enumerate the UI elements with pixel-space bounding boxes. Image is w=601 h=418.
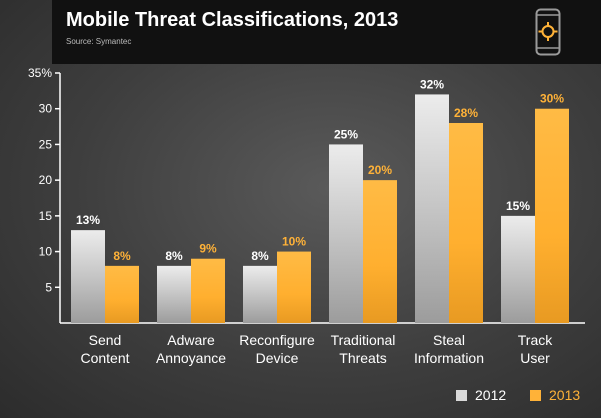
- x-category-label-line: Content: [80, 350, 129, 366]
- bar-2013: [191, 258, 225, 323]
- x-category-label: Traditional Threats: [331, 332, 396, 366]
- x-category-label-line: Traditional: [331, 332, 396, 348]
- x-category-label-line: User: [520, 350, 550, 366]
- x-category-label: Reconfigure Device: [239, 332, 315, 366]
- legend-item-2013: 2013: [530, 387, 580, 403]
- bar-2013: [363, 180, 397, 323]
- bar-value-label-2012: 32%: [420, 77, 444, 91]
- x-category-label: Steal Information: [414, 332, 484, 366]
- bar-2012: [243, 265, 277, 323]
- legend-label-2012: 2012: [475, 387, 507, 403]
- bar-2013: [535, 108, 569, 323]
- bar-value-label-2013: 10%: [282, 235, 306, 249]
- bar-value-label-2013: 8%: [113, 249, 131, 263]
- chart-title: Mobile Threat Classifications, 2013: [66, 9, 399, 31]
- x-category-label-line: Track: [518, 332, 553, 348]
- bar-value-label-2013: 9%: [199, 242, 217, 256]
- legend-swatch-2013: [530, 389, 541, 401]
- mobile-target-icon: [535, 8, 561, 56]
- legend-swatch-2012: [456, 389, 467, 401]
- bar-2012: [501, 215, 535, 323]
- bar-value-label-2012: 15%: [506, 199, 530, 213]
- y-tick-label: 20: [39, 173, 53, 187]
- bar-value-label-2013: 20%: [368, 163, 392, 177]
- x-category-label-line: Threats: [339, 350, 386, 366]
- bar-2012: [71, 230, 105, 323]
- bar-value-label-2012: 8%: [165, 249, 183, 263]
- legend-label-2013: 2013: [549, 387, 581, 403]
- y-tick-label: 30: [39, 102, 53, 116]
- bar-2013: [277, 251, 311, 323]
- y-tick-label: 5: [45, 280, 52, 294]
- y-tick-label: 10: [39, 245, 53, 259]
- x-category-label-line: Steal: [433, 332, 465, 348]
- bar-2013: [105, 265, 139, 323]
- x-category-label-line: Reconfigure: [239, 332, 315, 348]
- bar-2012: [329, 144, 363, 323]
- bar-2013: [449, 123, 483, 323]
- x-category-label: Adware Annoyance: [156, 332, 226, 366]
- legend-item-2012: 2012: [456, 387, 506, 403]
- y-tick-label: 35%: [28, 66, 52, 80]
- chart-source: Source: Symantec: [66, 37, 132, 46]
- x-category-label-line: Adware: [167, 332, 215, 348]
- y-tick-label: 25: [39, 137, 53, 151]
- bar-value-label-2012: 25%: [334, 127, 358, 141]
- x-category-label: Send Content: [80, 332, 129, 366]
- bar-value-label-2013: 30%: [540, 92, 564, 106]
- x-category-label: Track User: [518, 332, 553, 366]
- bar-value-label-2012: 13%: [76, 213, 100, 227]
- x-category-label-line: Information: [414, 350, 484, 366]
- bar-value-label-2013: 28%: [454, 106, 478, 120]
- y-tick-label: 15: [39, 209, 53, 223]
- bar-value-label-2012: 8%: [251, 249, 269, 263]
- chart-header: Mobile Threat Classifications, 2013 Sour…: [52, 0, 601, 64]
- bar-2012: [157, 265, 191, 323]
- x-category-label-line: Annoyance: [156, 350, 226, 366]
- bar-2012: [415, 94, 449, 323]
- x-category-label-line: Send: [89, 332, 122, 348]
- x-category-label-line: Device: [256, 350, 299, 366]
